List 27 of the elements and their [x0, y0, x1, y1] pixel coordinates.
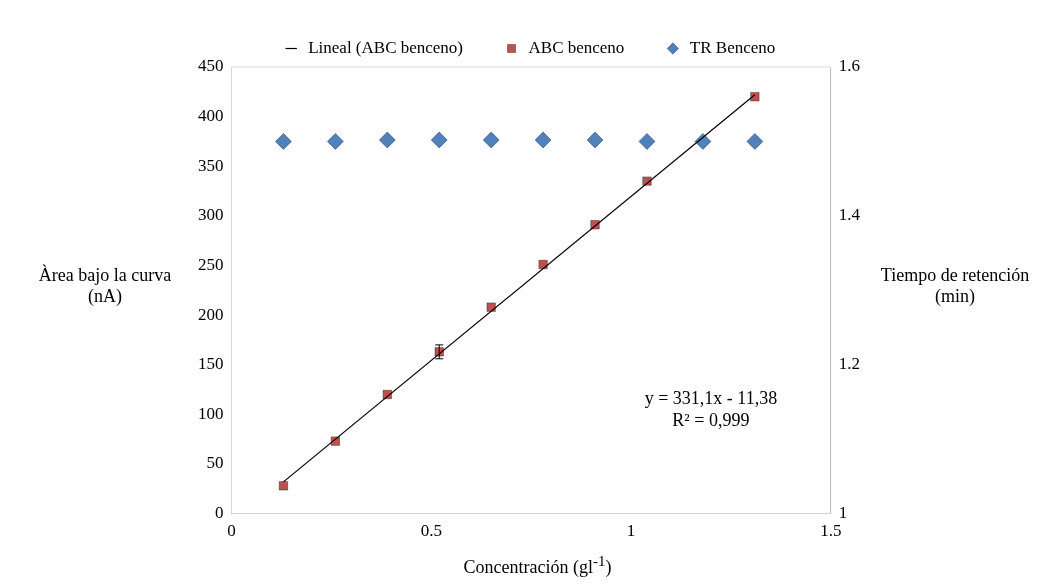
y2-axis-title: Tiempo de retención (min)	[879, 265, 1031, 307]
y-tick-label: 400	[198, 106, 224, 126]
y-tick-label: 100	[198, 403, 224, 423]
y2-tick-label: 1	[838, 503, 848, 523]
legend-label: Lineal (ABC benceno)	[308, 37, 464, 57]
y-tick-label: 250	[198, 254, 224, 274]
x-tick-label: 0.5	[420, 521, 442, 541]
point	[486, 302, 496, 312]
y-tick-label: 0	[215, 503, 224, 523]
legend-label: TR Benceno	[689, 37, 776, 57]
y-tick-label: 50	[206, 453, 224, 473]
y-tick-label: 150	[198, 354, 224, 374]
y-tick-label: 350	[198, 155, 224, 175]
y-tick-label: 200	[198, 304, 224, 324]
annotation: y = 331,1x - 11,38	[644, 388, 778, 409]
x-tick-label: 1	[626, 521, 636, 541]
x-tick-label: 1.5	[820, 521, 842, 541]
y-axis-title: Àrea bajo la curva (nA)	[37, 265, 173, 307]
y2-tick-label: 1.2	[838, 354, 860, 374]
y-tick-label: 450	[198, 56, 224, 76]
point	[278, 481, 289, 491]
x-axis-title: Concentración (gl$^{-1}$)	[462, 553, 613, 578]
annotation: R² = 0,999	[672, 410, 750, 431]
legend-label: ABC benceno	[528, 37, 625, 57]
y2-tick-label: 1.4	[838, 205, 861, 225]
y2-tick-label: 1.6	[838, 56, 860, 76]
y-tick-label: 300	[198, 205, 224, 225]
